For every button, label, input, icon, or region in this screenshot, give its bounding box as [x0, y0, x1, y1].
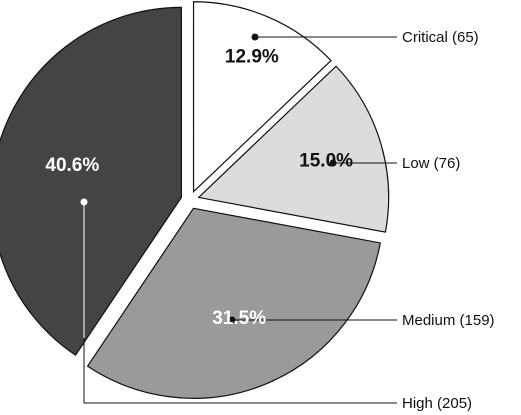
leader-dot-high [80, 198, 88, 206]
percent-label-critical: 12.9% [225, 46, 279, 67]
slice-label-medium: Medium (159) [402, 312, 495, 329]
pie-slice-medium [86, 207, 381, 399]
percent-label-low: 15.0% [299, 150, 353, 171]
slice-label-critical: Critical (65) [402, 29, 479, 46]
pie-slice-high [0, 6, 182, 356]
slice-label-high: High (205) [402, 395, 472, 412]
pie-slice-low [197, 65, 390, 233]
leader-dot-low [329, 159, 337, 167]
pie-slice-critical [192, 1, 332, 194]
percent-label-high: 40.6% [45, 155, 99, 176]
percent-label-medium: 31.5% [212, 308, 266, 329]
slice-label-low: Low (76) [402, 155, 460, 172]
leader-dot-critical [251, 33, 259, 41]
leader-dot-medium [228, 316, 236, 324]
